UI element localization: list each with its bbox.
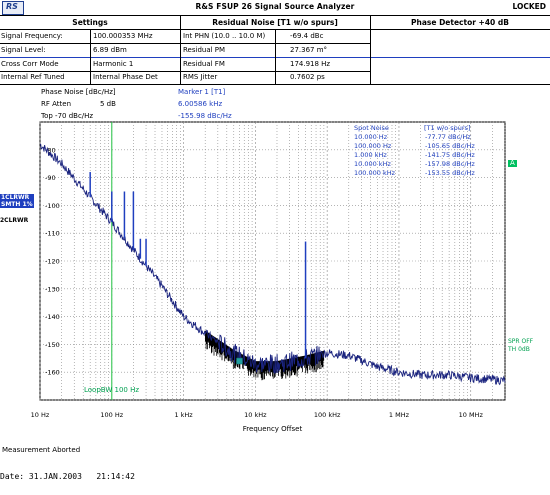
lock-status-badge: LOCKED <box>512 2 546 11</box>
phase-noise-label: Phase Noise [dBc/Hz] <box>41 88 116 96</box>
spot-noise-freq: 10.000 kHz <box>354 160 391 168</box>
threshold-label: TH 0dB <box>508 346 530 353</box>
app-title: R&S FSUP 26 Signal Source Analyzer <box>195 2 355 11</box>
signal-frequency-value: 100.000353 MHz <box>93 32 153 40</box>
trace2-label: 2CLRWR <box>0 217 29 224</box>
date-label: Date: <box>0 472 25 481</box>
spr-off-label: SPR OFF <box>508 338 534 345</box>
spot-noise-value: -157.98 dBc/Hz <box>425 160 475 168</box>
spot-noise-value: -153.55 dBc/Hz <box>425 169 475 177</box>
spot-noise-value: -141.75 dBc/Hz <box>425 151 475 159</box>
x-tick-label: 1 kHz <box>174 411 193 419</box>
rs-logo: RS <box>2 1 24 15</box>
y-tick-label: -110 <box>45 230 60 238</box>
y-tick-label: -100 <box>45 202 60 210</box>
x-tick-label: 10 kHz <box>244 411 267 419</box>
marker-a-badge: A <box>508 159 517 167</box>
spot-noise-freq: 100.000 Hz <box>354 142 392 150</box>
trace1-line <box>40 143 506 386</box>
phase-detector-header: Phase Detector +40 dB <box>411 18 509 27</box>
settings-table: Settings Residual Noise [T1 w/o spurs] P… <box>0 16 550 85</box>
ref-tuned-value: Internal Phase Det <box>93 73 158 81</box>
residual-pm-value: 27.367 m° <box>290 46 328 54</box>
trace1-smooth: SMTH 1% <box>1 201 33 208</box>
time-value: 21:14:42 <box>96 472 135 481</box>
loop-bw-label: LoopBW 100 Hz <box>84 386 140 394</box>
x-tick-label: 1 MHz <box>389 411 410 419</box>
rms-jitter-label: RMS Jitter <box>183 73 218 81</box>
measurement-status: Measurement Aborted <box>2 446 80 454</box>
y-tick-label: -140 <box>45 313 60 321</box>
phase-noise-chart: -80 -90 -100 -110 -120 -130 -140 -150 -160 10 Hz 1… <box>31 121 506 433</box>
settings-header: Settings <box>72 18 108 27</box>
spot-noise-freq: 100.000 kHz <box>354 169 396 177</box>
int-phn-value: -69.4 dBc <box>290 32 324 40</box>
x-tick-label: 100 kHz <box>314 411 341 419</box>
signal-level-value: 6.89 dBm <box>93 46 127 54</box>
x-tick-label: 10 Hz <box>31 411 50 419</box>
residual-fm-label: Residual FM <box>183 60 225 68</box>
spot-noise-title2: [T1 w/o spurs] <box>424 124 471 132</box>
spot-noise-value: -77.77 dBc/Hz <box>425 133 471 141</box>
int-phn-label: Int PHN (10.0 .. 10.0 M) <box>183 32 266 40</box>
signal-level-label: Signal Level: <box>1 46 46 54</box>
rms-jitter-value: 0.7602 ps <box>290 73 325 81</box>
y-tick-label: -90 <box>45 174 56 182</box>
signal-frequency-label: Signal Frequency: <box>1 32 63 40</box>
x-tick-label: 100 Hz <box>100 411 123 419</box>
y-tick-label: -130 <box>45 285 60 293</box>
marker-level: -155.98 dBc/Hz <box>178 112 232 120</box>
marker-1-icon <box>236 357 243 365</box>
residual-fm-value: 174.918 Hz <box>290 60 331 68</box>
spot-noise-title: Spot Noise <box>354 124 389 132</box>
x-tick-label: 10 MHz <box>459 411 484 419</box>
spot-noise-value: -105.65 dBc/Hz <box>425 142 475 150</box>
status-text: Measurement Aborted <box>2 446 81 454</box>
marker-frequency: 6.00586 kHz <box>178 100 223 108</box>
trace1-label: 1CLRWR SMTH 1% <box>0 194 34 208</box>
spot-noise-freq: 1.000 kHz <box>354 151 387 159</box>
ref-tuned-label: Internal Ref Tuned <box>1 73 65 81</box>
spot-noise-freq: 10.000 Hz <box>354 133 388 141</box>
top-level-label: Top -70 dBc/Hz <box>41 112 94 120</box>
y-tick-label: -160 <box>45 369 60 377</box>
y-tick-label: -120 <box>45 258 60 266</box>
cross-corr-label: Cross Corr Mode <box>1 60 59 68</box>
residual-noise-header: Residual Noise [T1 w/o spurs] <box>212 18 338 27</box>
logo-text: RS <box>6 2 18 11</box>
y-tick-label: -150 <box>45 341 60 349</box>
cross-corr-value: Harmonic 1 <box>93 60 134 68</box>
residual-pm-label: Residual PM <box>183 46 226 54</box>
rf-atten-value: 5 dB <box>100 100 116 108</box>
title-bar: RS R&S FSUP 26 Signal Source Analyzer LO… <box>0 0 550 16</box>
date-value: 31.JAN.2003 <box>28 472 82 481</box>
x-axis-label: Frequency Offset <box>243 425 303 433</box>
date-stamp: Date: 31.JAN.2003 21:14:42 <box>0 472 135 481</box>
trace1-mode: 1CLRWR <box>1 194 30 201</box>
rf-atten-label: RF Atten <box>41 100 72 108</box>
y-tick-label: -80 <box>45 146 56 154</box>
marker-title: Marker 1 [T1] <box>178 88 226 96</box>
